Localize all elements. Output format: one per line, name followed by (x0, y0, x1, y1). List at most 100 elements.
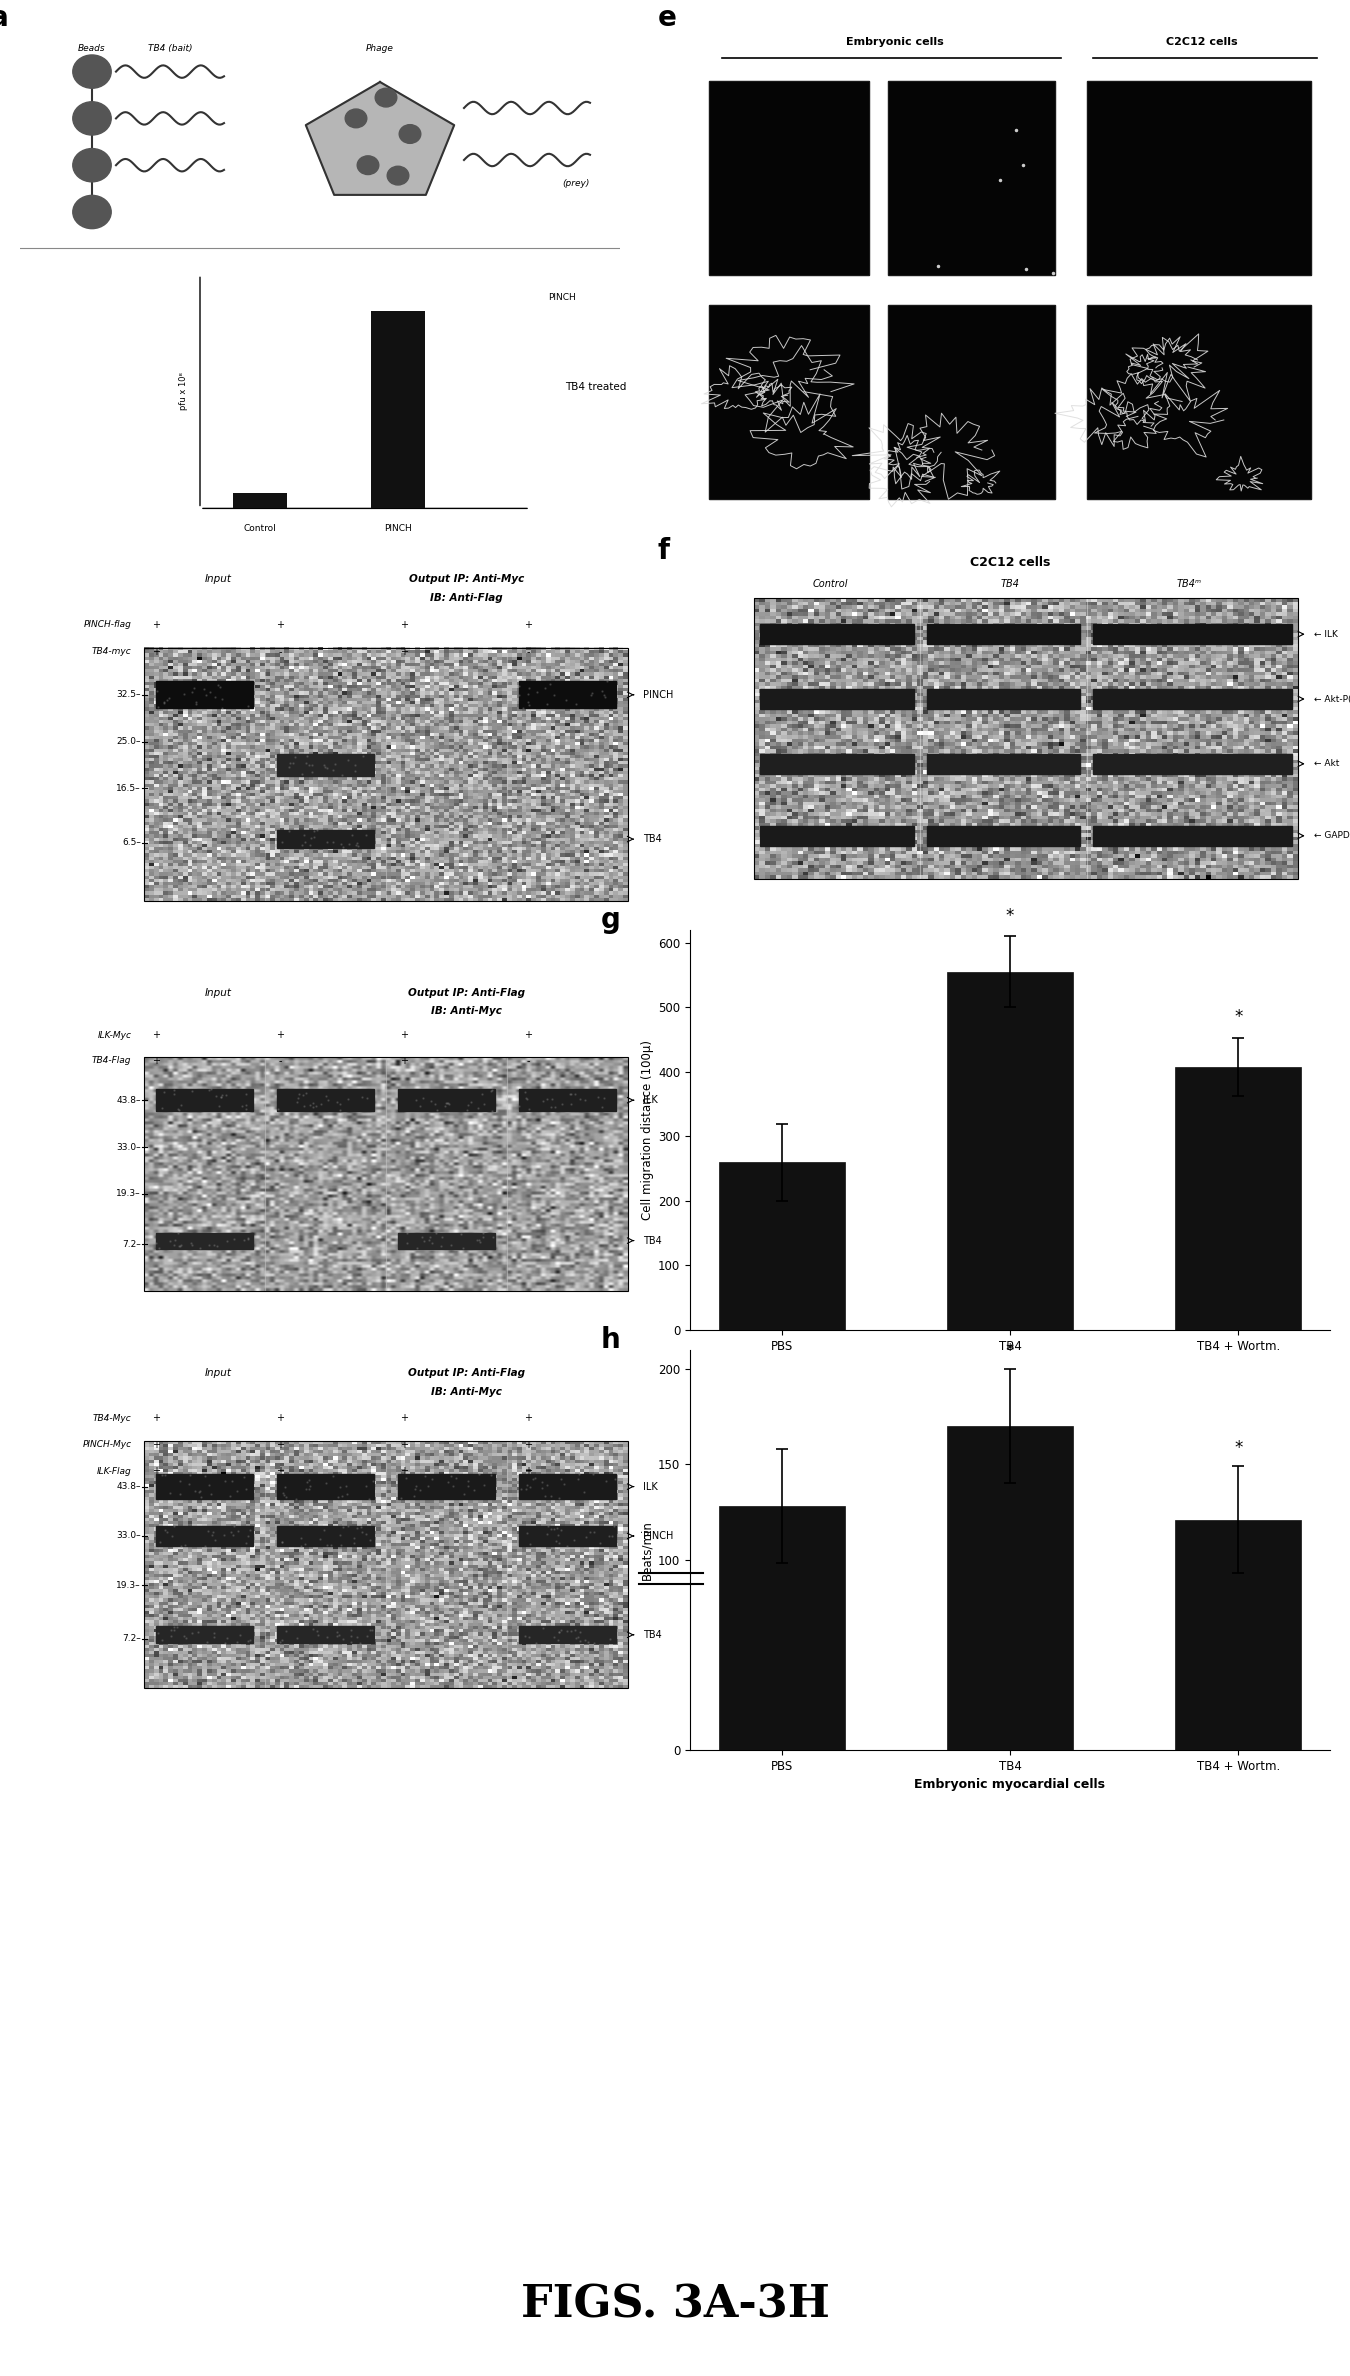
Polygon shape (306, 83, 454, 195)
Point (238, 1623, 259, 1661)
Point (294, 1471, 316, 1509)
Point (293, 1076, 315, 1114)
Point (420, 1081, 441, 1119)
Point (582, 1456, 603, 1495)
Point (294, 1525, 316, 1563)
Point (514, 1079, 536, 1117)
Text: ILK-Myc: ILK-Myc (97, 1031, 131, 1041)
Point (474, 1466, 495, 1504)
Point (165, 1221, 186, 1259)
Point (331, 824, 352, 862)
Point (328, 1616, 350, 1654)
Point (554, 1464, 575, 1502)
Point (169, 1228, 190, 1266)
Point (278, 748, 300, 786)
Point (417, 1466, 439, 1504)
Point (306, 810, 328, 848)
Bar (927, 689, 1080, 708)
Point (332, 1620, 354, 1658)
Bar (518, 1091, 616, 1112)
Point (547, 1620, 568, 1658)
Point (548, 1516, 570, 1554)
Point (525, 1623, 547, 1661)
Point (296, 1074, 317, 1112)
Point (215, 1461, 236, 1499)
Point (154, 1511, 176, 1549)
Point (331, 1478, 352, 1516)
Point (313, 748, 335, 786)
Text: 16.5–: 16.5– (116, 784, 140, 794)
Circle shape (400, 124, 421, 143)
Point (216, 1620, 238, 1658)
Point (535, 670, 556, 708)
Point (518, 1091, 540, 1129)
Point (211, 680, 232, 718)
Point (537, 1506, 559, 1544)
Point (410, 1217, 432, 1255)
Point (204, 1226, 225, 1264)
Point (351, 1079, 373, 1117)
Circle shape (73, 195, 111, 228)
Bar (760, 689, 914, 708)
Circle shape (358, 157, 379, 173)
Point (432, 1219, 454, 1257)
Point (332, 829, 354, 867)
Point (456, 1091, 478, 1129)
Point (196, 1623, 217, 1661)
Text: *: * (1234, 1437, 1242, 1456)
Text: TB4: TB4 (643, 1630, 662, 1639)
Point (404, 1475, 425, 1514)
Point (460, 1083, 482, 1121)
Point (468, 1221, 490, 1259)
Point (286, 1083, 308, 1121)
Text: +: + (153, 1414, 161, 1423)
Point (362, 1461, 383, 1499)
Point (213, 1623, 235, 1661)
Point (568, 1081, 590, 1119)
Point (298, 1086, 320, 1124)
Point (216, 1076, 238, 1114)
Point (189, 1471, 211, 1509)
Point (340, 1616, 362, 1654)
Point (296, 1464, 317, 1502)
Point (236, 1091, 258, 1129)
Point (429, 1228, 451, 1266)
Point (544, 1618, 566, 1656)
Point (336, 1475, 358, 1514)
Text: Output IP: Anti-Flag: Output IP: Anti-Flag (408, 988, 525, 998)
Point (551, 1459, 572, 1497)
Point (302, 1083, 324, 1121)
Point (545, 1523, 567, 1561)
Text: +: + (524, 620, 532, 630)
Point (274, 1475, 296, 1514)
Point (425, 1214, 447, 1252)
Text: PINCH-Myc: PINCH-Myc (82, 1440, 131, 1449)
Point (472, 1219, 494, 1257)
Point (294, 822, 316, 860)
Text: +: + (277, 1031, 285, 1041)
Bar (709, 307, 869, 499)
Point (235, 1523, 256, 1561)
Point (466, 1221, 487, 1259)
Text: +: + (401, 646, 409, 656)
Point (279, 744, 301, 782)
Bar (927, 753, 1080, 775)
Point (220, 1478, 242, 1516)
Point (235, 1086, 256, 1124)
Point (181, 1224, 202, 1262)
Point (574, 1081, 595, 1119)
Point (159, 1473, 181, 1511)
Text: TB4 (bait): TB4 (bait) (147, 43, 192, 52)
Point (188, 1473, 209, 1511)
Point (167, 1226, 189, 1264)
Text: Control: Control (243, 525, 277, 532)
Text: PINCH: PINCH (385, 525, 412, 532)
Point (302, 1609, 324, 1647)
Point (508, 675, 529, 713)
Point (293, 1086, 315, 1124)
Point (227, 1471, 248, 1509)
Point (182, 668, 204, 706)
Point (591, 672, 613, 710)
Text: IB: Anti-Myc: IB: Anti-Myc (431, 1388, 502, 1397)
Point (418, 1221, 440, 1259)
